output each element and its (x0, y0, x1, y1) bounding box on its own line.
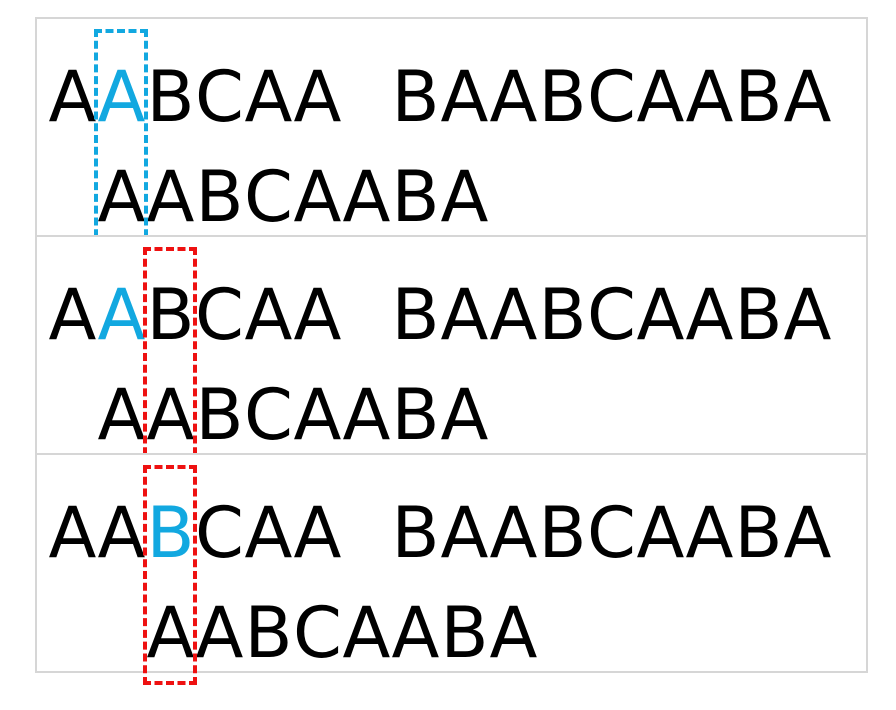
pattern-char: A (195, 592, 244, 674)
text-char: A (440, 56, 489, 138)
text-char: A (685, 492, 734, 574)
text-char: C (587, 492, 636, 574)
pattern-char: B (195, 156, 244, 238)
text-char: B (538, 492, 587, 574)
pattern-char: B (244, 592, 293, 674)
text-char: B (391, 492, 440, 574)
text-char: A (48, 56, 97, 138)
text-char (342, 62, 391, 132)
text-char: A (636, 492, 685, 574)
text-char: A (489, 56, 538, 138)
pattern-char: A (342, 374, 391, 456)
text-char: B (734, 56, 783, 138)
text-char: B (146, 274, 195, 356)
pattern-char: A (440, 156, 489, 238)
text-char: C (195, 274, 244, 356)
text-char: C (587, 274, 636, 356)
text-char: A (685, 56, 734, 138)
text-char: B (146, 492, 195, 574)
text-char: B (538, 274, 587, 356)
text-char: A (636, 56, 685, 138)
mismatch-box (143, 247, 197, 467)
pattern-char: A (146, 374, 195, 456)
pattern-char: A (146, 156, 195, 238)
text-char: A (97, 492, 146, 574)
text-char: A (636, 274, 685, 356)
text-char: B (538, 56, 587, 138)
text-char: A (48, 274, 97, 356)
pattern-char: C (293, 592, 342, 674)
text-char (342, 498, 391, 568)
text-char: B (391, 274, 440, 356)
text-char: A (440, 492, 489, 574)
pattern-char: A (97, 156, 146, 238)
pattern-char: A (342, 592, 391, 674)
pattern-char: C (244, 156, 293, 238)
text-char: A (489, 492, 538, 574)
text-char: B (391, 56, 440, 138)
text-char: A (293, 492, 342, 574)
pattern-char: B (391, 374, 440, 456)
pattern-char: B (195, 374, 244, 456)
pattern-char: C (244, 374, 293, 456)
text-char: C (587, 56, 636, 138)
text-char: A (97, 274, 146, 356)
text-char: B (734, 492, 783, 574)
step-panel (35, 235, 868, 455)
text-char: A (293, 274, 342, 356)
pattern-char: A (146, 592, 195, 674)
pattern-char: A (342, 156, 391, 238)
text-char: A (244, 56, 293, 138)
text-char: B (146, 56, 195, 138)
pattern-char: B (440, 592, 489, 674)
text-char: A (97, 56, 146, 138)
pattern-char: B (391, 156, 440, 238)
text-char: A (48, 492, 97, 574)
text-char: C (195, 492, 244, 574)
text-char: A (783, 56, 832, 138)
text-char: A (489, 274, 538, 356)
step-panel (35, 453, 868, 673)
pattern-char: A (97, 374, 146, 456)
match-box (94, 29, 148, 249)
pattern-char: A (391, 592, 440, 674)
mismatch-box (143, 465, 197, 685)
text-char (342, 280, 391, 350)
text-char: C (195, 56, 244, 138)
step-panel (35, 17, 868, 237)
pattern-char: A (293, 156, 342, 238)
text-char: A (783, 492, 832, 574)
text-char: A (440, 274, 489, 356)
text-char: A (244, 492, 293, 574)
text-char: B (734, 274, 783, 356)
text-char: A (244, 274, 293, 356)
pattern-char: A (440, 374, 489, 456)
text-char: A (293, 56, 342, 138)
pattern-char: A (293, 374, 342, 456)
text-char: A (685, 274, 734, 356)
text-char: A (783, 274, 832, 356)
pattern-char: A (489, 592, 538, 674)
